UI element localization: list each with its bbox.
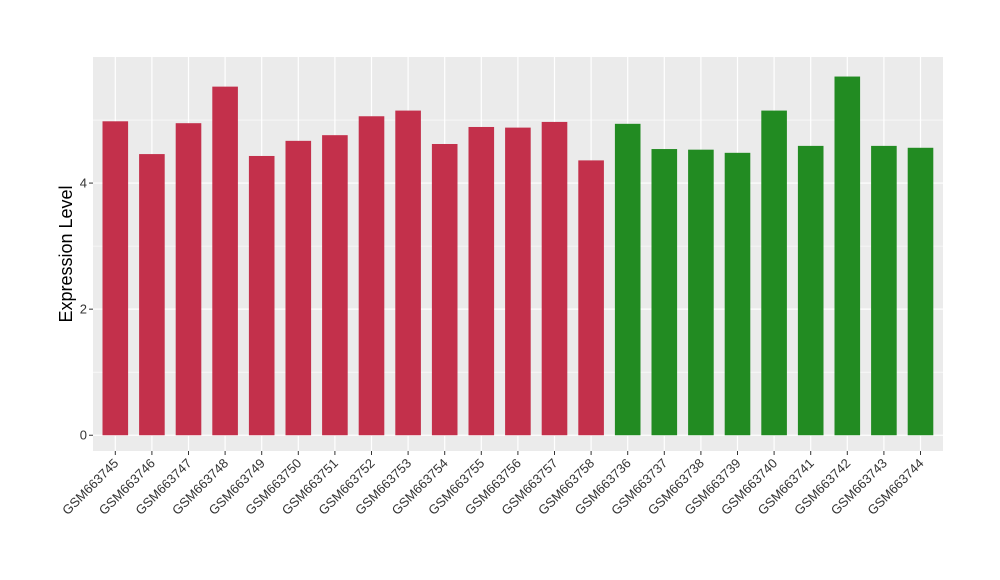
bar-GSM663749 — [248, 155, 275, 436]
bar-GSM663743 — [871, 145, 897, 436]
bar-GSM663751 — [322, 135, 348, 436]
bar-GSM663757 — [541, 121, 568, 436]
bar-GSM663742 — [834, 76, 861, 436]
y-tick-label: 4 — [80, 176, 87, 191]
y-tick-label: 2 — [80, 302, 87, 317]
bar-GSM663747 — [175, 123, 202, 436]
bar-GSM663753 — [395, 110, 421, 436]
bar-GSM663754 — [431, 143, 458, 436]
y-axis: 0 2 4 — [80, 176, 93, 443]
x-axis: GSM663745GSM663746GSM663747GSM663748GSM6… — [59, 451, 927, 518]
bar-GSM663740 — [761, 110, 787, 436]
bar-GSM663755 — [468, 126, 495, 436]
bar-GSM663741 — [797, 145, 824, 436]
y-tick-label: 0 — [80, 428, 87, 443]
bar-GSM663744 — [907, 147, 934, 436]
bar-GSM663736 — [614, 123, 641, 436]
bar-GSM663756 — [505, 127, 531, 436]
bar-GSM663737 — [651, 149, 678, 436]
y-axis-title: Expression Level — [56, 185, 76, 322]
bar-GSM663750 — [285, 140, 312, 436]
bars-group — [102, 76, 934, 436]
bar-GSM663758 — [578, 160, 604, 436]
bar-GSM663739 — [724, 152, 751, 436]
bar-GSM663745 — [102, 121, 129, 436]
bar-GSM663752 — [358, 116, 385, 436]
bar-GSM663746 — [139, 154, 165, 436]
bar-GSM663738 — [688, 149, 714, 436]
bar-GSM663748 — [212, 86, 238, 436]
